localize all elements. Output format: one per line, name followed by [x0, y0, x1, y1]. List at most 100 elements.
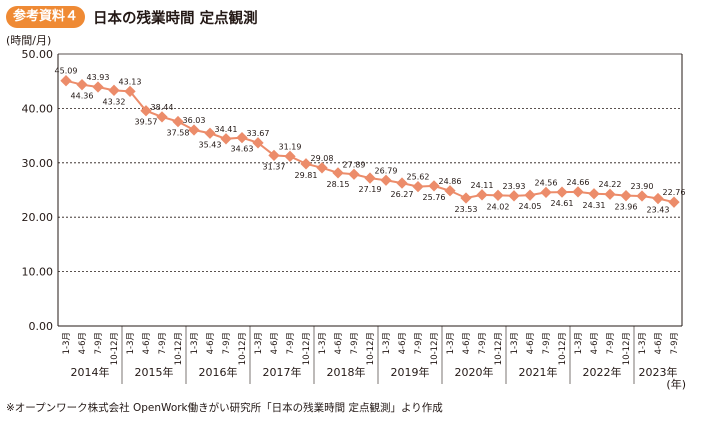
data-label: 31.19	[279, 142, 302, 151]
data-label: 24.22	[599, 180, 622, 189]
data-point	[428, 180, 440, 192]
data-point	[300, 158, 312, 170]
year-label: 2020年	[455, 365, 494, 379]
data-label: 23.43	[647, 206, 670, 215]
x-tick-label: 1-3月	[510, 332, 520, 354]
x-tick-label: 7-9月	[222, 332, 232, 354]
chart-header: 参考資料４ 日本の残業時間 定点観測	[6, 5, 258, 29]
data-point	[316, 162, 328, 174]
year-label: 2015年	[135, 365, 174, 379]
x-tick-label: 10-12月	[622, 332, 632, 365]
data-point	[556, 186, 568, 198]
year-label: 2021年	[519, 365, 558, 379]
data-point	[204, 127, 216, 139]
data-point	[92, 81, 104, 93]
data-label: 24.11	[471, 181, 494, 190]
data-label: 25.62	[407, 173, 430, 182]
chart-title: 日本の残業時間 定点観測	[93, 10, 258, 27]
data-label: 24.56	[535, 178, 558, 187]
data-label: 27.19	[359, 185, 382, 194]
x-tick-label: 1-3月	[62, 332, 72, 354]
data-point	[108, 84, 120, 96]
data-label: 29.08	[311, 154, 334, 163]
year-label: 2018年	[327, 365, 366, 379]
x-tick-label: 1-3月	[638, 332, 648, 354]
data-label: 24.66	[567, 178, 590, 187]
data-point	[284, 150, 296, 162]
x-tick-label: 10-12月	[558, 332, 568, 365]
data-label: 24.31	[583, 201, 606, 210]
year-label: 2016年	[199, 365, 238, 379]
data-point	[220, 133, 232, 145]
x-tick-label: 10-12月	[430, 332, 440, 365]
data-point	[524, 189, 536, 201]
x-tick-label: 1-3月	[190, 332, 200, 354]
data-label: 43.93	[87, 73, 110, 82]
x-tick-label: 7-9月	[414, 332, 424, 354]
data-point	[588, 188, 600, 200]
data-point	[460, 192, 472, 204]
y-tick-label: 40.00	[22, 102, 54, 115]
x-tick-label: 4-6月	[142, 332, 152, 354]
y-tick-label: 0.00	[29, 320, 54, 333]
x-tick-label: 7-9月	[542, 332, 552, 354]
data-point	[60, 75, 72, 87]
x-tick-label: 7-9月	[670, 332, 680, 354]
year-label: 2023年	[639, 365, 678, 379]
year-label: 2022年	[583, 365, 622, 379]
x-tick-label: 10-12月	[110, 332, 120, 365]
data-point	[268, 149, 280, 162]
data-label: 43.32	[103, 97, 126, 106]
data-point	[156, 111, 168, 123]
x-tick-label: 1-3月	[318, 332, 328, 354]
x-tick-label: 10-12月	[494, 332, 504, 365]
data-label: 35.43	[199, 140, 222, 149]
data-point	[444, 185, 456, 197]
data-point	[508, 190, 520, 202]
data-label: 23.53	[455, 205, 478, 214]
source-note: ※オープンワーク株式会社 OpenWork働きがい研究所「日本の残業時間 定点観…	[6, 402, 443, 414]
x-tick-label: 4-6月	[334, 332, 344, 354]
reference-badge: 参考資料４	[6, 6, 86, 28]
data-point	[604, 188, 616, 200]
data-label: 24.61	[551, 199, 574, 208]
data-point	[636, 190, 648, 202]
x-tick-label: 10-12月	[302, 332, 312, 365]
x-tick-label: 7-9月	[158, 332, 168, 354]
data-point	[348, 168, 360, 180]
data-label: 24.86	[439, 177, 462, 186]
y-axis-unit-label: (時間/月)	[6, 34, 52, 47]
data-label: 33.67	[247, 129, 270, 138]
data-label: 29.81	[295, 171, 318, 180]
data-label: 22.76	[663, 188, 686, 197]
data-point	[540, 186, 552, 199]
data-point	[236, 131, 248, 144]
x-tick-label: 1-3月	[254, 332, 264, 354]
data-point	[620, 190, 632, 202]
x-tick-label: 4-6月	[78, 332, 88, 354]
x-tick-label: 1-3月	[446, 332, 456, 354]
x-tick-label: 10-12月	[366, 332, 376, 365]
x-tick-label: 1-3月	[574, 332, 584, 354]
data-point	[652, 192, 664, 205]
year-label: 2014年	[71, 365, 110, 379]
x-tick-label: 7-9月	[350, 332, 360, 354]
y-tick-label: 20.00	[22, 211, 54, 224]
data-label: 24.05	[519, 202, 542, 211]
x-tick-label: 7-9月	[286, 332, 296, 354]
x-tick-label: 10-12月	[174, 332, 184, 365]
data-point	[396, 177, 408, 189]
data-label: 34.63	[231, 145, 254, 154]
x-tick-label: 4-6月	[206, 332, 216, 354]
data-point	[412, 180, 424, 193]
data-point	[188, 124, 200, 136]
data-label: 43.13	[119, 77, 142, 86]
data-label: 28.15	[327, 180, 350, 189]
data-label: 36.03	[183, 116, 206, 125]
y-tick-label: 50.00	[22, 48, 54, 61]
data-point	[572, 186, 584, 198]
data-point	[476, 189, 488, 201]
data-point	[380, 174, 392, 186]
data-point	[364, 172, 376, 184]
